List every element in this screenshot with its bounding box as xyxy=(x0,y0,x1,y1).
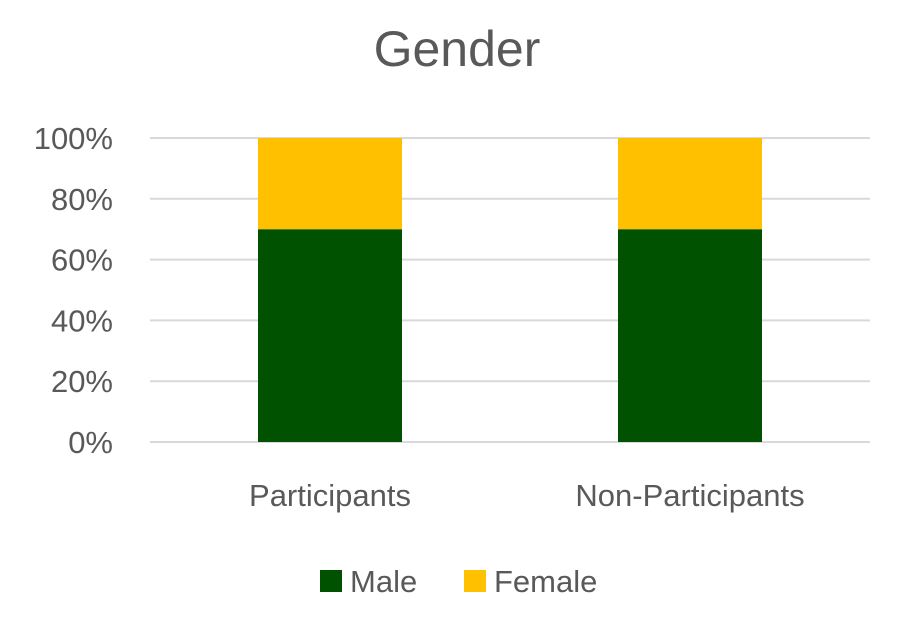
chart-title: Gender xyxy=(374,21,541,77)
bar-male-participants xyxy=(258,229,402,442)
x-axis-categories: Participants Non-Participants xyxy=(249,478,805,513)
legend: Male Female xyxy=(320,564,597,599)
bars xyxy=(258,138,762,442)
legend-label-male: Male xyxy=(350,564,417,599)
y-tick-label: 60% xyxy=(51,243,113,278)
legend-swatch-male xyxy=(320,570,342,592)
bar-female-non-participants xyxy=(618,138,762,230)
bar-male-non-participants xyxy=(618,229,762,442)
y-axis-ticks: 0% 20% 40% 60% 80% 100% xyxy=(34,121,113,460)
y-tick-label: 80% xyxy=(51,182,113,217)
y-tick-label: 40% xyxy=(51,303,113,338)
legend-swatch-female xyxy=(464,570,486,592)
x-category-label: Participants xyxy=(249,478,411,513)
y-tick-label: 0% xyxy=(68,425,113,460)
bar-female-participants xyxy=(258,138,402,230)
legend-label-female: Female xyxy=(494,564,597,599)
x-category-label: Non-Participants xyxy=(575,478,804,513)
y-tick-label: 20% xyxy=(51,364,113,399)
y-tick-label: 100% xyxy=(34,121,113,156)
